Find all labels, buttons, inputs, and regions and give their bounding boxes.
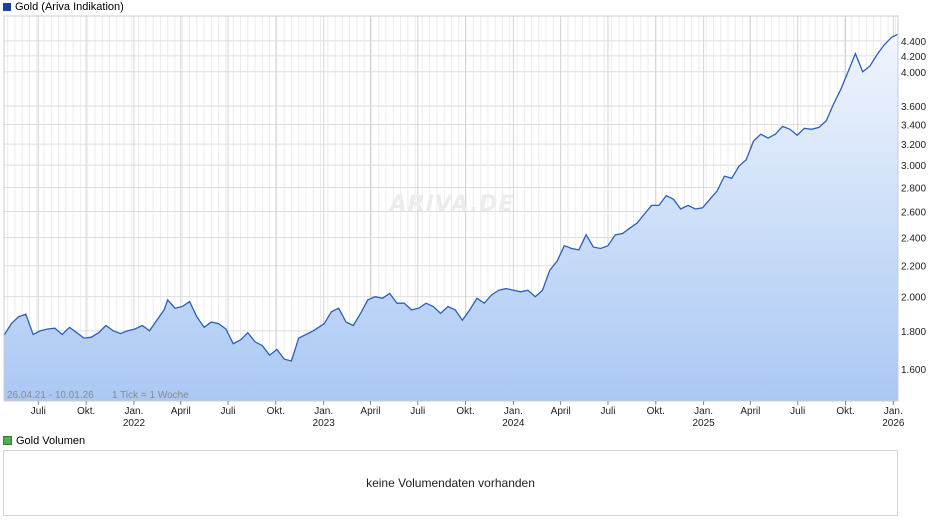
x-tick-label: April <box>171 406 191 417</box>
volume-panel: keine Volumendaten vorhanden <box>3 450 898 516</box>
volume-legend: Gold Volumen <box>3 434 85 447</box>
x-tick-label: Okt. <box>77 406 95 417</box>
x-year-label: 2023 <box>313 418 336 429</box>
plot-frame <box>3 15 899 402</box>
series-legend-label: Gold (Ariva Indikation) <box>15 0 124 13</box>
x-tick-label: Jan. <box>504 406 523 417</box>
y-tick-label: 3.200 <box>901 140 926 151</box>
y-tick-label: 2.800 <box>901 183 926 194</box>
y-tick-label: 3.400 <box>901 120 926 131</box>
chart-legend: Gold (Ariva Indikation) <box>3 0 124 13</box>
x-tick-label: Okt. <box>647 406 665 417</box>
x-tick-label: Juli <box>31 406 46 417</box>
x-tick-label: Jan. <box>314 406 333 417</box>
y-tick-label: 1.600 <box>901 365 926 376</box>
no-volume-message: keine Volumendaten vorhanden <box>366 476 535 490</box>
y-tick-label: 3.000 <box>901 161 926 172</box>
x-tick-label: Juli <box>221 406 236 417</box>
x-tick-label: April <box>360 406 380 417</box>
chart-info: 26.04.21 - 10.01.26 1 Tick = 1 Woche <box>7 390 189 401</box>
x-year-label: 2026 <box>882 418 905 429</box>
y-tick-label: 4.400 <box>901 37 926 48</box>
x-tick-label: Okt. <box>836 406 854 417</box>
ariva-watermark: ARIVA.DE <box>388 192 515 217</box>
volume-legend-label: Gold Volumen <box>16 434 86 447</box>
x-tick-label: Okt. <box>456 406 474 417</box>
y-tick-label: 1.800 <box>901 327 926 338</box>
x-year-label: 2024 <box>502 418 525 429</box>
price-line <box>3 33 899 362</box>
x-tick-label: Jan. <box>884 406 903 417</box>
x-year-label: 2025 <box>692 418 715 429</box>
y-axis: 1.600 1.800 2.000 2.200 2.400 2.600 2.800 3.000… <box>901 37 926 376</box>
y-tick-label: 2.400 <box>901 234 926 245</box>
x-year-label: 2022 <box>123 418 146 429</box>
y-tick-label: 3.600 <box>901 102 926 113</box>
date-range-label: 26.04.21 - 10.01.26 <box>7 390 94 401</box>
tick-info-label: 1 Tick = 1 Woche <box>112 390 189 401</box>
y-tick-label: 4.200 <box>901 52 926 63</box>
x-tick-label: April <box>551 406 571 417</box>
x-tick-label: Juli <box>410 406 425 417</box>
x-tick-label: Juli <box>790 406 805 417</box>
price-chart: ARIVA.DE 26.04.21 - 10.01.26 1 Tick = 1 … <box>3 15 926 429</box>
series-color-swatch <box>3 2 11 11</box>
volume-color-swatch <box>3 436 12 445</box>
y-tick-label: 4.000 <box>901 68 926 79</box>
y-tick-label: 2.000 <box>901 293 926 304</box>
x-tick-label: Jan. <box>124 406 143 417</box>
y-tick-label: 2.600 <box>901 208 926 219</box>
x-tick-label: Juli <box>600 406 615 417</box>
x-tick-label: April <box>740 406 760 417</box>
x-tick-label: Okt. <box>267 406 285 417</box>
x-tick-label: Jan. <box>694 406 713 417</box>
price-area-fill <box>4 34 898 402</box>
y-tick-label: 2.200 <box>901 262 926 273</box>
